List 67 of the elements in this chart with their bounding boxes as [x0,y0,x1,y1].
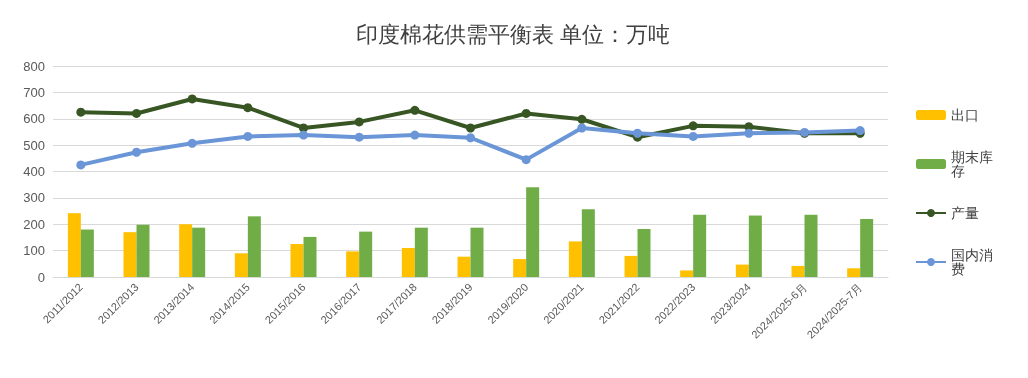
bar [179,224,193,277]
y-tick-label: 300 [23,190,45,206]
point [577,114,587,124]
bar [748,215,762,277]
point [521,108,531,118]
bar [791,265,805,277]
point [132,147,141,157]
bar [67,213,81,277]
y-tick-label: 400 [23,164,45,179]
point [243,131,253,141]
bar [234,253,248,277]
bar [470,227,484,277]
bar [457,256,471,277]
bar [303,236,317,277]
bar [359,231,373,277]
point [132,108,141,118]
point [577,123,587,133]
bar [80,229,94,277]
legend-label: 国内消费 [951,247,993,277]
point [466,133,475,143]
point [410,130,420,140]
bar [847,268,861,277]
point [410,105,420,115]
point [744,128,754,138]
bar [136,224,150,277]
bar [123,232,137,277]
bar [568,241,582,277]
point [187,94,197,104]
y-tick-label: 500 [23,137,45,153]
bar [513,259,527,277]
bar [735,264,749,277]
bar [192,227,206,277]
point [688,121,698,131]
bar [581,209,595,277]
chart-title: 印度棉花供需平衡表 单位：万吨 [355,21,671,47]
bar [680,270,694,277]
y-tick-label: 600 [23,111,45,127]
bar [637,229,651,277]
point [243,103,253,113]
bar [624,255,638,277]
legend-label: 产量 [951,205,979,221]
point [466,123,475,133]
point [633,128,642,138]
y-tick-label: 0 [37,269,45,285]
bar [290,244,304,277]
point [299,130,308,140]
y-tick-label: 200 [23,216,45,232]
bar [693,214,707,277]
y-tick-label: 700 [23,84,45,100]
bar [401,247,415,277]
point [76,160,86,170]
legend-label: 出口 [951,107,979,123]
point [187,138,197,148]
point [354,132,364,142]
bar [414,227,428,277]
point [76,107,86,117]
bar [804,214,818,277]
bar [860,218,874,277]
legend-label: 期末库存 [951,149,993,179]
y-tick-label: 800 [23,58,45,74]
bar [526,187,540,277]
point [521,155,531,165]
point [688,131,698,141]
bar [346,251,360,277]
y-tick-label: 100 [23,243,45,259]
bar [247,216,261,277]
point [354,117,364,127]
